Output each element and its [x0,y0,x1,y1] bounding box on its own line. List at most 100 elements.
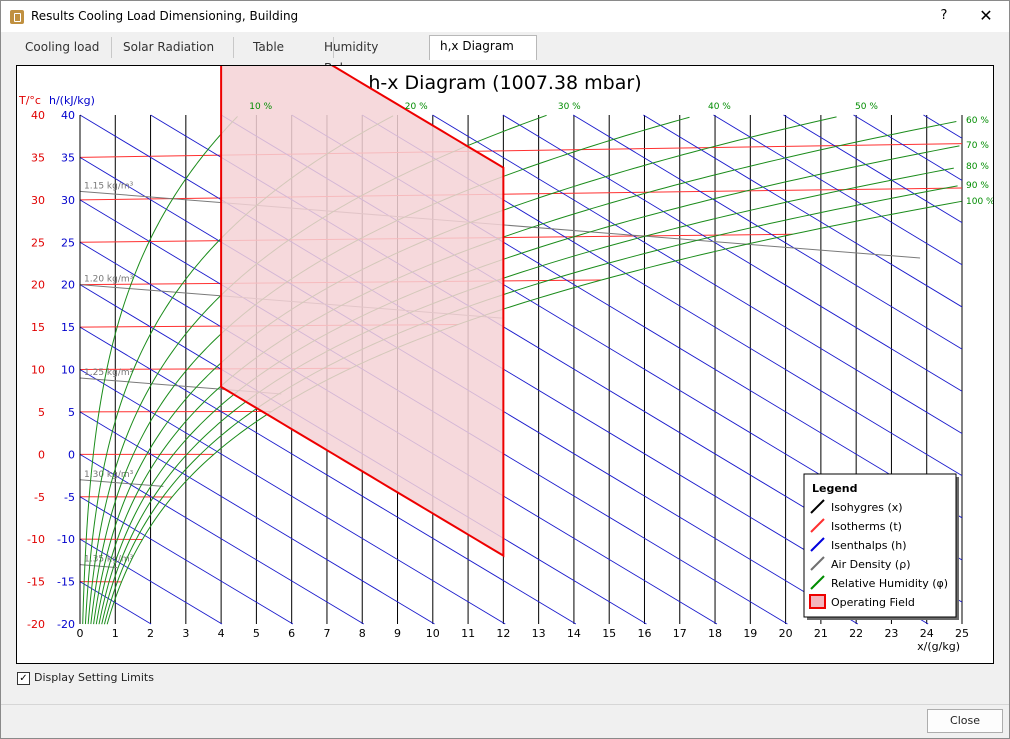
legend-swatch-line [810,518,825,533]
tab-table[interactable]: Table [243,37,334,58]
x-tick-label: 3 [182,627,189,640]
air-density-label: 1.25 kg/m³ [84,368,134,378]
display-limits-label: Display Setting Limits [34,671,154,684]
h-tick-label: 0 [68,448,75,461]
x-tick-label: 9 [394,627,401,640]
isenthalp-line [502,114,963,392]
isenthalp-line [79,453,364,625]
legend-box [803,473,957,618]
rh-right-label: 80 % [966,162,989,172]
close-window-button[interactable]: ✕ [979,6,993,25]
rh-right-label: 100 % [966,197,993,207]
tab-solar-radiation[interactable]: Solar Radiation [113,37,234,58]
x-tick-label: 23 [884,627,898,640]
h-tick-label: -5 [64,491,75,504]
legend-swatch-line [810,556,825,571]
x-tick-label: 25 [955,627,969,640]
x-tick-label: 4 [218,627,225,640]
tab-cooling-load[interactable]: Cooling load [15,37,112,58]
x-tick-label: 7 [323,627,330,640]
relative-humidity-curve [93,116,837,625]
tab-humidity-balance[interactable]: Humidity Balance [314,37,435,75]
chart-panel: h-x Diagram (1007.38 mbar) T/°c h/(kJ/kg) 1… [16,0,995,664]
isotherm-line [79,143,963,158]
legend-swatch-line [810,537,825,552]
x-tick-label: 20 [779,627,793,640]
air-density-line [79,564,118,569]
help-button[interactable]: ? [940,8,948,23]
air-density-label: 1.30 kg/m³ [84,470,134,480]
isenthalp-line [79,538,223,625]
rh-top-label: 40 % [708,102,731,112]
isenthalp-line [643,114,963,308]
x-tick-label: 16 [637,627,651,640]
app-logo-icon [10,10,24,24]
x-tick-label: 2 [147,627,154,640]
x-tick-label: 17 [673,627,687,640]
relative-humidity-curve [106,200,962,625]
x-tick-label: 6 [288,627,295,640]
legend-item-label: Air Density (ρ) [831,558,910,571]
t-tick-label: 40 [31,109,45,122]
isenthalp-line [713,114,963,266]
h-tick-label: 40 [61,109,75,122]
rh-top-label: 50 % [855,102,878,112]
h-tick-label: 35 [61,151,75,164]
legend-swatch-operating-field [809,594,826,609]
legend-swatch-line [810,575,825,590]
legend-item-label: Isohygres (x) [831,501,903,514]
t-tick-label: -15 [27,576,45,589]
hx-chart[interactable]: h-x Diagram (1007.38 mbar) T/°c h/(kJ/kg) 1… [17,0,995,663]
x-tick-label: 24 [920,627,934,640]
x-tick-label: 19 [743,627,757,640]
h-tick-label: -10 [57,533,75,546]
x-tick-label: 15 [602,627,616,640]
isenthalp-line [432,114,963,434]
air-density-label: 1.15 kg/m³ [84,181,134,191]
x-tick-label: 5 [253,627,260,640]
x-tick-label: 8 [359,627,366,640]
rh-top-label: 20 % [405,102,428,112]
legend-item-label: Isenthalps (h) [831,539,907,552]
x-tick-label: 18 [708,627,722,640]
isenthalp-line [853,114,963,181]
legend-item-label: Isotherms (t) [831,520,902,533]
legend-item-label: Relative Humidity (φ) [831,577,948,590]
t-tick-label: 10 [31,364,45,377]
rh-right-label: 60 % [966,116,989,126]
chart-title: h-x Diagram (1007.38 mbar) [368,72,641,94]
legend-title: Legend [812,482,858,495]
x-tick-label: 0 [77,627,84,640]
t-tick-label: 20 [31,279,45,292]
legend-item-label: Operating Field [831,596,915,609]
isenthalp-line [79,326,577,625]
h-tick-label: -20 [57,618,75,631]
rh-top-label: 10 % [249,102,272,112]
h-tick-label: -15 [57,576,75,589]
x-tick-label: 13 [532,627,546,640]
h-tick-label: 30 [61,194,75,207]
rh-right-label: 70 % [966,141,989,151]
t-tick-label: -5 [34,491,45,504]
isenthalp-line [923,114,963,139]
h-tick-label: 10 [61,364,75,377]
close-button[interactable]: Close [927,709,1003,733]
display-limits-checkbox[interactable]: ✓ [17,672,30,685]
relative-humidity-curve [82,116,238,625]
isenthalp-line [79,411,435,625]
h-tick-label: 25 [61,236,75,249]
h-tick-label: 20 [61,279,75,292]
x-tick-label: 11 [461,627,475,640]
air-density-label: 1.20 kg/m³ [84,275,134,285]
t-tick-label: 0 [38,448,45,461]
x-tick-label: 1 [112,627,119,640]
t-tick-label: 15 [31,321,45,334]
isenthalp-line [79,496,294,625]
t-tick-label: 35 [31,151,45,164]
tab-hx-diagram[interactable]: h,x Diagram [429,35,537,60]
isenthalp-line [79,369,506,625]
h-tick-label: 15 [61,321,75,334]
t-tick-label: 30 [31,194,45,207]
x-tick-label: 10 [426,627,440,640]
